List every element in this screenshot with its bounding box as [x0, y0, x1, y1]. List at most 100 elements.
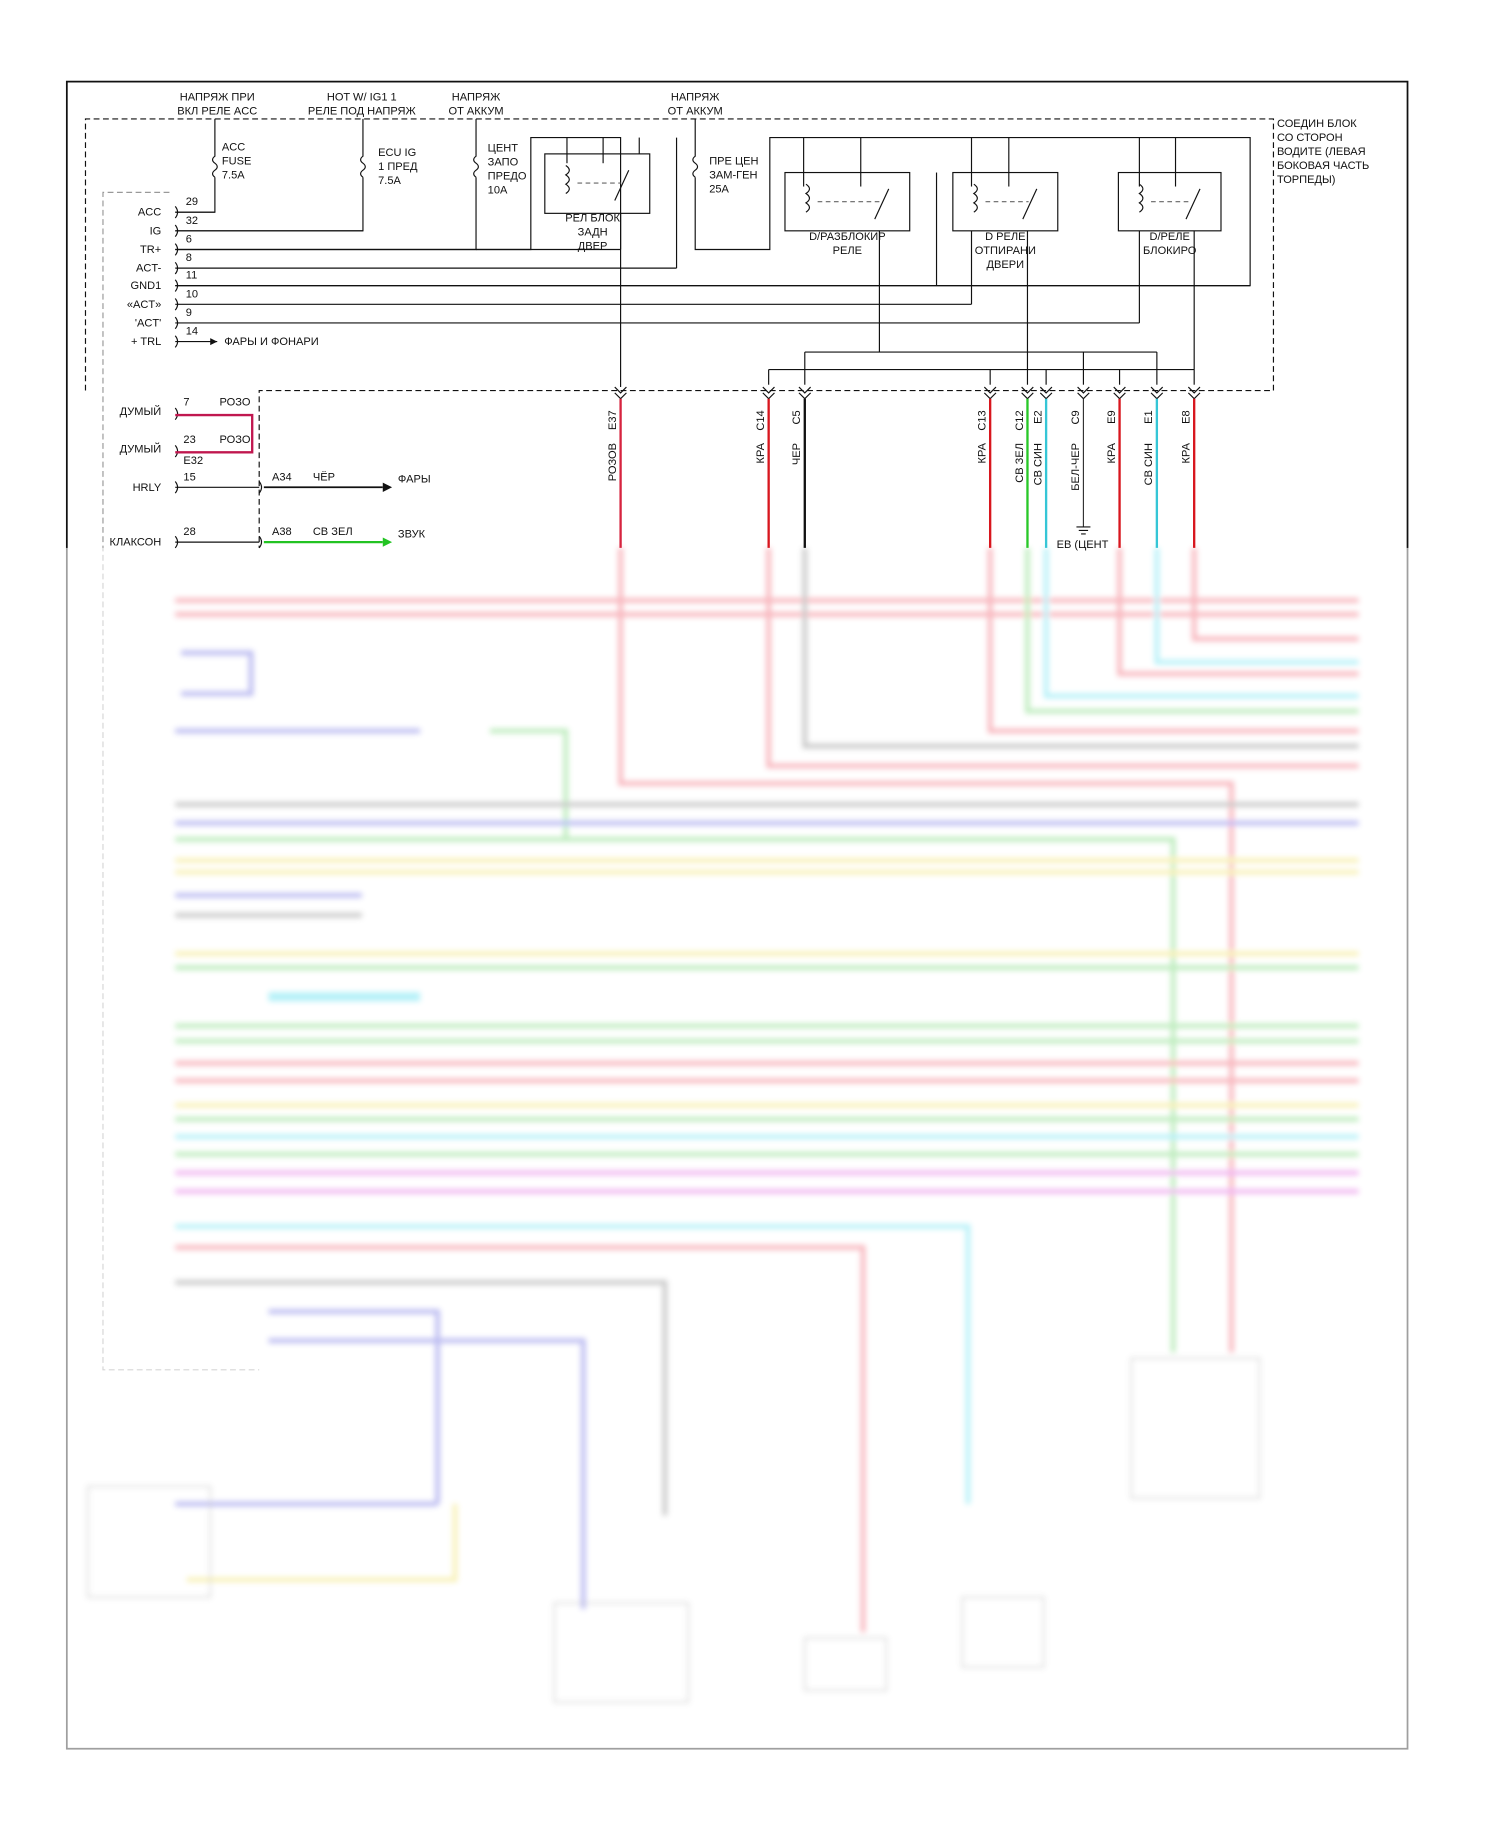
relay-contact — [874, 188, 890, 220]
connector-symbol — [1113, 386, 1126, 400]
blurred-box — [804, 1637, 887, 1692]
connector-label: A38 — [272, 526, 292, 538]
pin-number: 32 — [186, 215, 198, 227]
wire-label: КРА — [976, 442, 988, 463]
fuse — [211, 118, 218, 178]
pin-name: ДУМЫЙ — [120, 405, 162, 418]
connector-symbol — [614, 386, 627, 400]
blurred-wire — [987, 547, 1359, 734]
pin-number: 28 — [183, 526, 195, 538]
wire-label: КРА — [1181, 442, 1193, 463]
connector-symbol — [1077, 386, 1090, 400]
connector-symbol — [258, 535, 263, 549]
pin-number: 15 — [183, 471, 195, 483]
wire — [175, 177, 364, 232]
connector-label: A34 — [272, 471, 292, 483]
fuse-label: ПРЕДО — [488, 171, 527, 183]
fuse-label: 7.5A — [222, 169, 245, 181]
pin-name: ДУМЫЙ — [120, 442, 162, 455]
blurred-wiring — [87, 547, 1359, 1703]
pin-name: «ACT» — [127, 299, 161, 311]
connector-label: E8 — [1181, 410, 1193, 424]
connector-label: C14 — [755, 410, 767, 430]
wire-label: КРА — [755, 442, 767, 463]
fuse-label: ЗАМ-ГЕН — [709, 169, 757, 181]
pin-number: 7 — [183, 397, 189, 409]
connector-symbol — [983, 386, 997, 400]
fuse-label: 7.5A — [378, 175, 401, 187]
wire-label: СВ ЗЕЛ — [1014, 443, 1026, 483]
target-label: ФАРЫ — [398, 474, 431, 486]
arrow — [210, 338, 218, 346]
supply-label: НАПРЯЖ ПРИ — [180, 91, 255, 103]
blurred-wire — [1117, 547, 1359, 677]
connector-symbol — [798, 386, 812, 400]
connector-symbol — [258, 481, 263, 494]
relay-coil — [564, 165, 570, 195]
wire-label: РОЗОВ — [607, 443, 619, 481]
fuse-label: ECU IG — [378, 147, 416, 159]
fuse-label: ЗАПО — [488, 157, 519, 169]
blurred-wire — [181, 650, 254, 696]
connector-label: E9 — [1106, 410, 1118, 424]
pin-number: 29 — [186, 196, 198, 208]
ground — [1076, 526, 1091, 535]
pin-number: 11 — [186, 270, 197, 282]
fuse-label: FUSE — [222, 155, 252, 167]
fuse-label: 25A — [709, 183, 729, 195]
pin-number: 23 — [183, 434, 195, 446]
wire-label: ЧЁР — [313, 471, 335, 483]
relay-label: РЕЛ БЛОК — [565, 213, 620, 225]
arrow — [382, 482, 393, 492]
supply-label: ОТ АККУМ — [668, 105, 723, 117]
pin-number: 9 — [186, 307, 192, 319]
blurred-wire — [618, 547, 1234, 1353]
wire-label: ЧЕР — [791, 443, 803, 465]
blurred-wire — [175, 1245, 866, 1633]
junction-block-label: БОКОВАЯ ЧАСТЬ — [1277, 160, 1369, 172]
relay — [952, 171, 1059, 232]
wire-label: БЕЛ-ЧЕР — [1070, 443, 1082, 491]
connector-symbol — [762, 386, 775, 400]
fuse — [473, 118, 479, 178]
fuse-label: 10A — [488, 185, 508, 197]
wire-label: КРА — [1106, 442, 1118, 463]
junction-block-label: СО СТОРОН — [1277, 132, 1343, 144]
connector-label: C9 — [1070, 410, 1082, 424]
blurred-wire — [1154, 547, 1359, 665]
relay-label: ЗАДН — [578, 226, 608, 238]
fuse-label: ACC — [222, 141, 245, 153]
supply-label: ОТ АККУМ — [448, 105, 503, 117]
supply-label: НАПРЯЖ — [671, 91, 720, 103]
relay-contact — [614, 169, 630, 201]
pin-name: 'ACT' — [135, 317, 161, 329]
blurred-wire — [1025, 547, 1359, 714]
connector-symbol — [1150, 386, 1164, 400]
fuse-label: ПРЕ ЦЕН — [709, 155, 758, 167]
connector-label: E2 — [1032, 410, 1044, 424]
blurred-box — [553, 1602, 689, 1703]
relay-contact — [1185, 188, 1201, 220]
pin-number: 6 — [186, 233, 192, 245]
pin-symbol — [174, 444, 179, 458]
connector-label: C13 — [976, 410, 988, 430]
note: ФАРЫ И ФОНАРИ — [224, 336, 319, 348]
relay-coil — [804, 183, 811, 213]
relay-label: ОТПИРАНИ — [975, 245, 1036, 257]
relay-coil — [972, 183, 978, 213]
connector-label: C12 — [1014, 410, 1026, 430]
junction-block-label: ВОДИТЕ (ЛЕВАЯ — [1277, 146, 1366, 158]
relay — [1117, 171, 1222, 232]
pin-name: IG — [150, 225, 162, 237]
blurred-box — [961, 1596, 1045, 1668]
wire-label: СВ СИН — [1032, 443, 1044, 485]
junction-block-label: СОЕДИН БЛОК — [1277, 118, 1357, 130]
pin-name: + TRL — [131, 336, 161, 348]
pin-number: 10 — [186, 288, 198, 300]
blurred-wire — [268, 1309, 440, 1504]
arrow — [382, 537, 393, 547]
supply-label: HOT W/ IG1 1 — [327, 91, 397, 103]
fuse — [692, 118, 699, 178]
